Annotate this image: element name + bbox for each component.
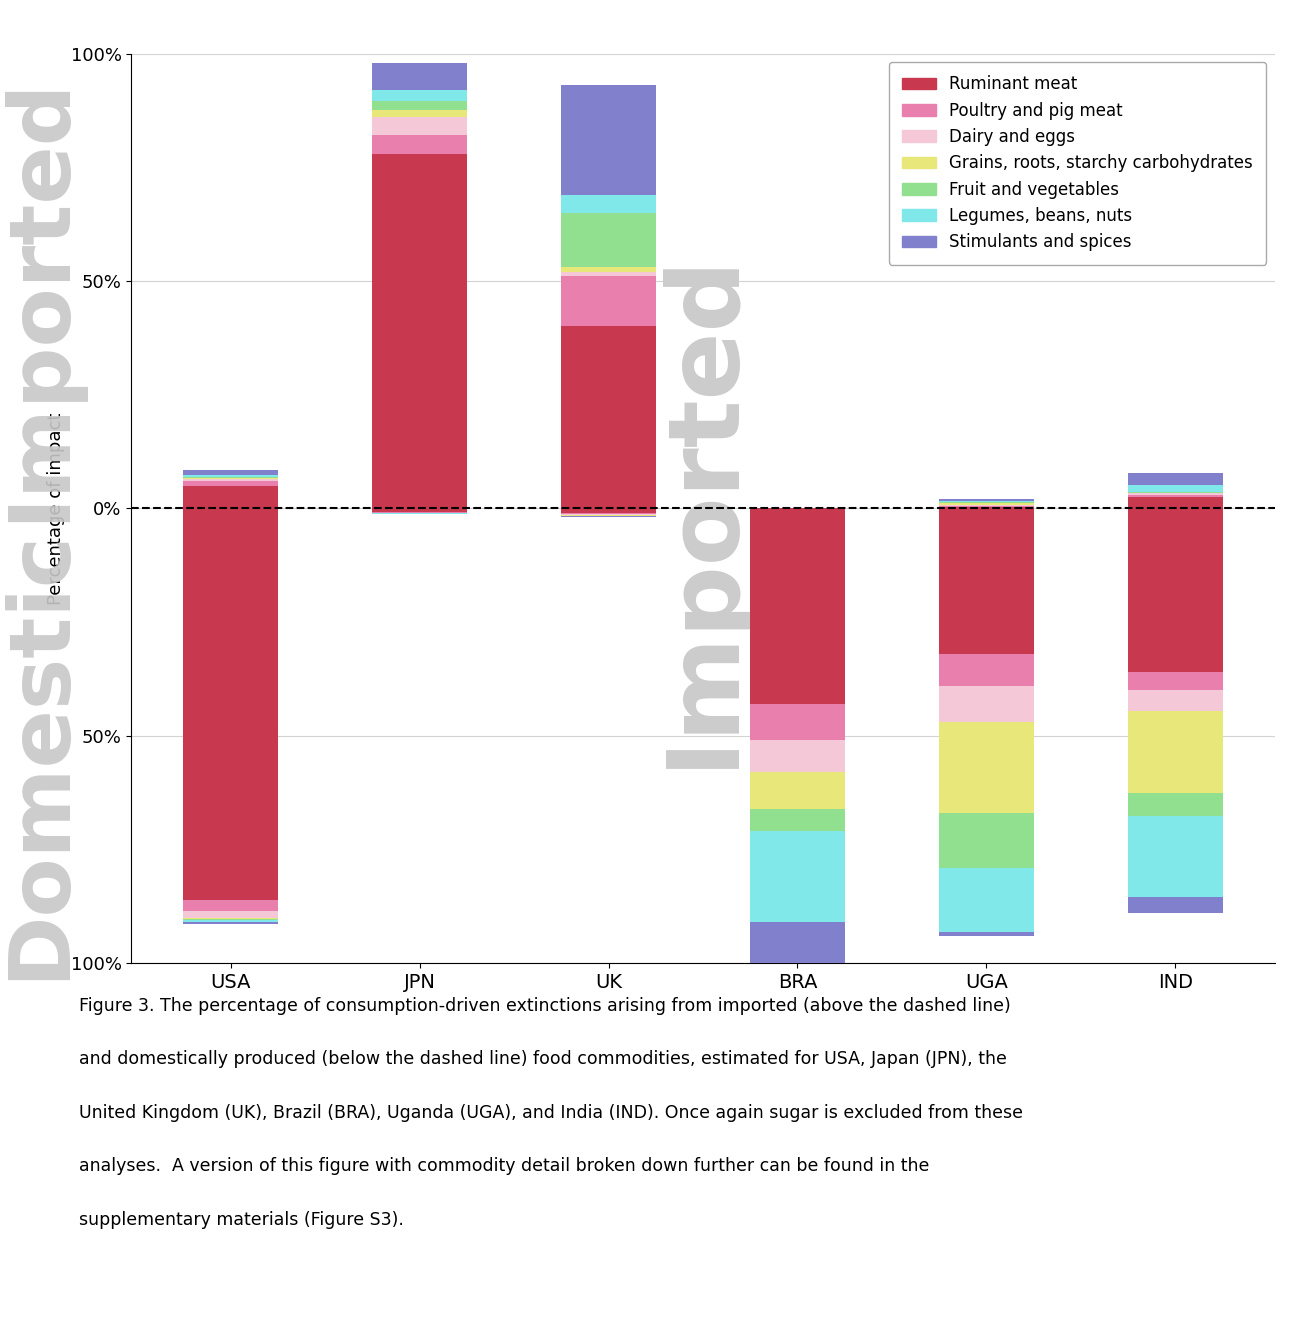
Bar xyxy=(940,507,1034,508)
Text: supplementary materials (Figure S3).: supplementary materials (Figure S3). xyxy=(79,1211,403,1228)
Bar xyxy=(372,102,466,111)
Text: United Kingdom (UK), Brazil (BRA), Uganda (UGA), and India (IND). Once again sug: United Kingdom (UK), Brazil (BRA), Ugand… xyxy=(79,1104,1022,1121)
Bar xyxy=(1129,494,1222,495)
Bar xyxy=(184,918,277,919)
Bar xyxy=(750,922,845,973)
Bar xyxy=(184,479,277,482)
Text: and domestically produced (below the dashed line) food commodities, estimated fo: and domestically produced (below the das… xyxy=(79,1050,1007,1068)
Bar xyxy=(940,814,1034,868)
Bar xyxy=(184,899,277,911)
Bar xyxy=(940,868,1034,931)
Bar xyxy=(561,512,656,514)
Bar xyxy=(750,772,845,808)
Bar xyxy=(561,508,656,512)
Bar xyxy=(184,919,277,922)
Bar xyxy=(184,911,277,918)
Text: analyses.  A version of this figure with commodity detail broken down further ca: analyses. A version of this figure with … xyxy=(79,1157,929,1175)
Bar xyxy=(1129,508,1222,672)
Bar xyxy=(750,808,845,831)
Bar xyxy=(940,654,1034,686)
Text: Imported: Imported xyxy=(0,76,81,522)
Bar xyxy=(184,482,277,486)
Bar xyxy=(561,272,656,277)
Text: Domestic: Domestic xyxy=(0,529,81,981)
Bar xyxy=(1129,792,1222,816)
Bar xyxy=(372,90,466,102)
Bar xyxy=(561,268,656,272)
Bar xyxy=(372,118,466,135)
Bar xyxy=(940,506,1034,507)
Bar xyxy=(1129,672,1222,690)
Bar xyxy=(184,470,277,475)
Bar xyxy=(1129,484,1222,491)
Bar xyxy=(184,475,277,478)
Bar xyxy=(372,111,466,118)
Y-axis label: Percentage of impact: Percentage of impact xyxy=(47,412,66,605)
Bar xyxy=(750,740,845,772)
Bar xyxy=(940,503,1034,504)
Bar xyxy=(561,326,656,508)
Bar xyxy=(940,502,1034,503)
Bar xyxy=(561,277,656,326)
Text: Imported: Imported xyxy=(654,249,752,768)
Bar xyxy=(940,686,1034,723)
Bar xyxy=(750,508,845,704)
Bar xyxy=(184,508,277,899)
Bar xyxy=(372,135,466,154)
Bar xyxy=(940,500,1034,502)
Bar xyxy=(1129,710,1222,792)
Bar xyxy=(184,922,277,925)
Bar xyxy=(561,194,656,213)
Bar xyxy=(372,63,466,90)
Bar xyxy=(940,931,1034,937)
Bar xyxy=(372,154,466,508)
Bar xyxy=(1129,496,1222,508)
Bar xyxy=(1129,815,1222,898)
Bar xyxy=(1129,474,1222,484)
Text: Figure 3. The percentage of consumption-driven extinctions arising from imported: Figure 3. The percentage of consumption-… xyxy=(79,997,1010,1014)
Legend: Ruminant meat, Poultry and pig meat, Dairy and eggs, Grains, roots, starchy carb: Ruminant meat, Poultry and pig meat, Dai… xyxy=(890,62,1267,265)
Bar xyxy=(561,86,656,194)
Bar xyxy=(940,508,1034,654)
Bar xyxy=(940,499,1034,500)
Bar xyxy=(750,831,845,922)
Bar xyxy=(1129,690,1222,710)
Bar xyxy=(561,213,656,268)
Bar xyxy=(1129,898,1222,914)
Bar xyxy=(372,508,466,512)
Bar xyxy=(1129,495,1222,496)
Bar xyxy=(750,704,845,740)
Bar xyxy=(940,723,1034,814)
Bar xyxy=(184,486,277,508)
